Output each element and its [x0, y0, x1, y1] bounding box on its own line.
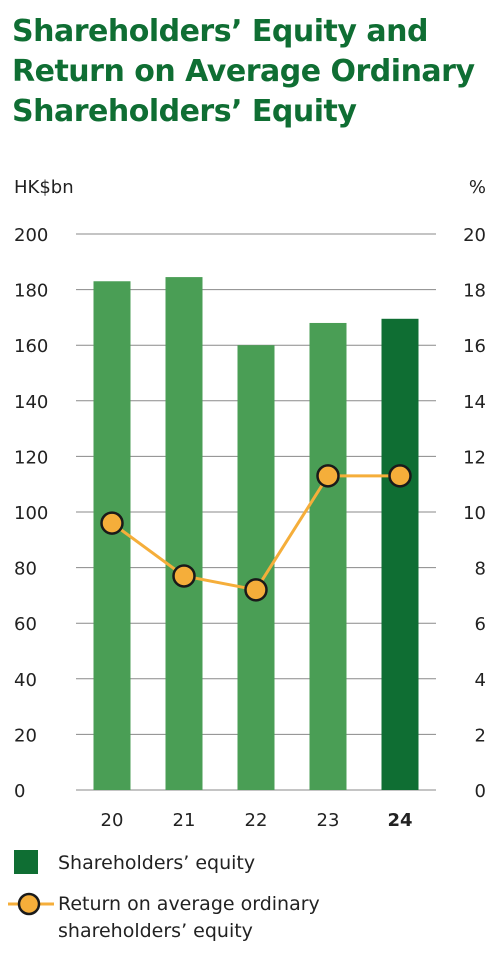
- left-tick-label: 180: [14, 281, 48, 302]
- bar-23: [309, 322, 347, 790]
- x-tick-label: 24: [387, 810, 412, 831]
- left-tick-label: 200: [14, 225, 48, 246]
- legend-bar-label: Shareholders’ equity: [58, 852, 256, 874]
- left-tick-label: 40: [14, 670, 37, 691]
- left-tick-label: 140: [14, 392, 48, 413]
- chart-title-line-2: Return on Average Ordinary: [12, 54, 475, 89]
- line-point-22: [244, 578, 268, 602]
- legend-line-label-2: shareholders’ equity: [58, 920, 253, 942]
- bar-20: [93, 281, 131, 790]
- right-tick-label: 16: [463, 336, 486, 357]
- line-point-20: [100, 511, 124, 535]
- chart-title-line-3: Shareholders’ Equity: [12, 94, 357, 129]
- chart-title: Shareholders’ Equity and Return on Avera…: [12, 12, 492, 132]
- right-tick-label: 12: [463, 447, 486, 468]
- right-axis-unit: %: [469, 177, 486, 198]
- line-point-24: [388, 464, 412, 488]
- legend-line-label: Return on average ordinary shareholders’…: [58, 891, 320, 945]
- line-series: [100, 464, 412, 602]
- left-tick-label: 80: [14, 559, 37, 580]
- x-tick-label: 21: [173, 810, 196, 831]
- x-axis-ticks: 20 21 22 23 24: [101, 810, 413, 831]
- x-tick-label: 22: [245, 810, 268, 831]
- x-tick-label: 23: [317, 810, 340, 831]
- x-tick-label: 20: [101, 810, 124, 831]
- bar-21: [165, 277, 203, 791]
- left-tick-label: 20: [14, 725, 37, 746]
- right-tick-label: 20: [463, 225, 486, 246]
- right-tick-label: 0: [475, 781, 486, 802]
- right-tick-label: 4: [475, 670, 486, 691]
- left-tick-label: 100: [14, 503, 48, 524]
- legend-item-bar: Shareholders’ equity: [14, 850, 484, 877]
- legend-bar-swatch: [14, 850, 38, 874]
- legend: Shareholders’ equity Return on average o…: [8, 850, 484, 945]
- left-tick-label: 0: [14, 781, 25, 802]
- left-axis-ticks: 0 20 40 60 80 100 120 140 160 180 200: [14, 225, 48, 802]
- line-point-21: [172, 564, 196, 588]
- right-tick-label: 10: [463, 503, 486, 524]
- bars: [93, 277, 419, 791]
- right-tick-label: 14: [463, 392, 486, 413]
- legend-item-line: Return on average ordinary shareholders’…: [8, 891, 484, 945]
- legend-line-icon: [8, 892, 54, 916]
- bar-24: [381, 318, 419, 790]
- legend-line-label-1: Return on average ordinary: [58, 893, 320, 915]
- right-tick-label: 8: [475, 559, 486, 580]
- chart-title-line-1: Shareholders’ Equity and: [12, 14, 428, 49]
- left-axis-unit: HK$bn: [14, 177, 74, 198]
- left-tick-label: 120: [14, 447, 48, 468]
- left-tick-label: 60: [14, 614, 37, 635]
- right-tick-label: 18: [463, 281, 486, 302]
- right-axis-ticks: 0 2 4 6 8 10 12 14 16 18 20: [463, 225, 486, 802]
- right-tick-label: 6: [475, 614, 486, 635]
- line-point-23: [316, 464, 340, 488]
- right-tick-label: 2: [475, 725, 486, 746]
- left-tick-label: 160: [14, 336, 48, 357]
